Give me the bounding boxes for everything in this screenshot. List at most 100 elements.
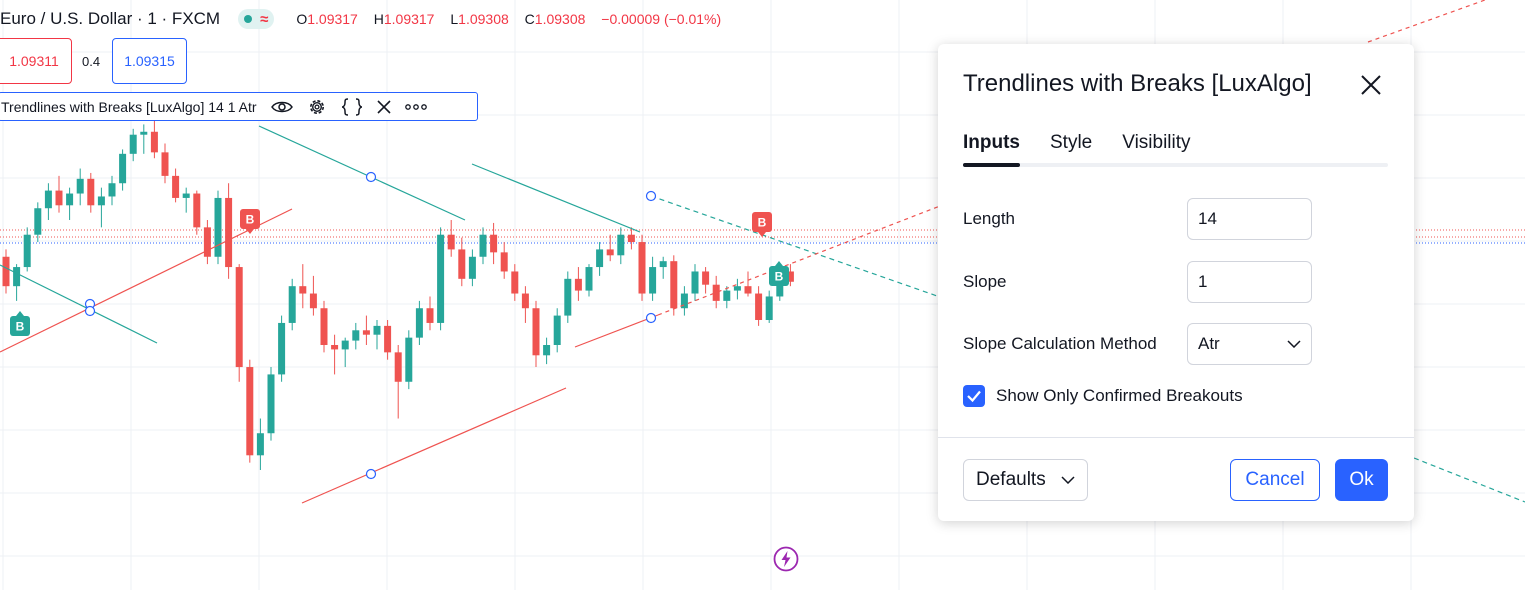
close-icon[interactable]: [1358, 72, 1384, 98]
indicator-settings-dialog: Trendlines with Breaks [LuxAlgo] Inputs …: [938, 44, 1414, 521]
candle: [564, 271, 572, 323]
close-icon[interactable]: [376, 99, 391, 114]
candle-body: [479, 234, 487, 257]
candle-body: [458, 249, 466, 279]
bearish-break-label: B: [752, 212, 772, 237]
candle-body: [182, 193, 190, 198]
candle-body: [150, 131, 158, 153]
chevron-down-icon: [1287, 340, 1301, 348]
bullish-break-label: B: [769, 261, 789, 286]
candle: [638, 234, 646, 301]
tab-underline-active: [963, 163, 1020, 167]
candle: [331, 334, 339, 375]
break-label-arrow: [775, 261, 783, 266]
bullish-break-label: B: [10, 311, 30, 336]
candle: [320, 300, 328, 353]
ohlc-close-key: C: [524, 11, 535, 27]
more-icon[interactable]: [404, 103, 427, 110]
wave-icon: ≈: [260, 10, 269, 28]
length-value: 14: [1198, 209, 1217, 228]
ok-button[interactable]: Ok: [1335, 459, 1388, 501]
defaults-dropdown[interactable]: Defaults: [963, 459, 1088, 501]
slope-method-select[interactable]: Atr: [1187, 323, 1312, 365]
candle-body: [702, 271, 710, 285]
candle: [606, 234, 614, 262]
candle-body: [76, 178, 84, 194]
indicator-label[interactable]: Trendlines with Breaks [LuxAlgo] 14 1 At…: [1, 98, 257, 115]
candle-body: [744, 286, 752, 294]
dialog-title: Trendlines with Breaks [LuxAlgo]: [963, 70, 1312, 97]
candle-body: [309, 293, 317, 309]
candle: [468, 249, 476, 287]
candle: [182, 187, 190, 213]
candle: [66, 187, 74, 220]
break-label-text: B: [758, 216, 767, 230]
break-label-text: B: [16, 320, 25, 334]
source-code-icon[interactable]: [341, 97, 363, 116]
break-label-box: [10, 316, 30, 336]
uptrend-projection: [657, 205, 941, 316]
candle-body: [119, 153, 127, 184]
lightning-icon[interactable]: [773, 546, 799, 572]
candle: [288, 278, 296, 331]
symbol-title[interactable]: Euro / U.S. Dollar · 1 · FXCM: [0, 9, 221, 28]
length-input[interactable]: 14: [1187, 198, 1312, 240]
confirmed-breakouts-checkbox[interactable]: [963, 385, 985, 407]
anchor-handle: [84, 305, 96, 317]
candle-body: [733, 286, 741, 291]
candle-body: [362, 330, 370, 335]
indicator-legend[interactable]: Trendlines with Breaks [LuxAlgo] 14 1 At…: [0, 92, 478, 121]
candle-body: [256, 433, 264, 456]
candle-body: [617, 234, 625, 256]
candle: [150, 120, 158, 159]
tab-underline-track: [963, 163, 1388, 167]
candle-body: [320, 308, 328, 345]
market-status-pill[interactable]: ≈: [238, 9, 275, 29]
candle-body: [691, 271, 699, 294]
candle: [34, 202, 42, 243]
candle: [352, 322, 360, 350]
candle: [23, 227, 31, 272]
candle: [521, 286, 529, 323]
cancel-button[interactable]: Cancel: [1230, 459, 1320, 501]
candle: [490, 222, 498, 265]
candle: [574, 267, 582, 301]
candle-body: [55, 190, 63, 206]
tab-inputs[interactable]: Inputs: [963, 132, 1020, 153]
candle: [119, 149, 127, 191]
candle-body: [585, 267, 593, 291]
break-label-box: [752, 212, 772, 232]
length-label: Length: [963, 209, 1015, 228]
ohlc-high-key: H: [373, 11, 384, 27]
downtrend-line: [258, 125, 466, 221]
symbol-header: Euro / U.S. Dollar · 1 · FXCM ≈ O1.09317…: [0, 8, 727, 30]
eye-icon[interactable]: [270, 100, 293, 114]
candle-body: [34, 208, 42, 235]
break-label-arrow: [758, 232, 766, 237]
candle-body: [129, 134, 137, 154]
candle: [203, 220, 211, 265]
candle: [299, 264, 307, 309]
candle: [108, 175, 116, 206]
downtrend-line: [471, 163, 641, 233]
candle-body: [426, 308, 434, 323]
candle-body: [606, 249, 614, 256]
candle: [97, 187, 105, 228]
slope-method-label: Slope Calculation Method: [963, 334, 1157, 353]
buy-price-button[interactable]: 1.09315: [112, 38, 187, 84]
candle-body: [405, 337, 413, 382]
anchor-handle: [365, 468, 377, 480]
downtrend-projection: [1413, 457, 1525, 503]
candle-body: [765, 296, 773, 320]
candle: [479, 227, 487, 265]
gear-icon[interactable]: [307, 97, 327, 117]
confirmed-breakouts-label[interactable]: Show Only Confirmed Breakouts: [996, 386, 1243, 405]
slope-input[interactable]: 1: [1187, 261, 1312, 303]
candle: [161, 143, 169, 184]
tab-style[interactable]: Style: [1050, 132, 1093, 153]
candle-body: [543, 345, 551, 356]
sell-price-button[interactable]: 1.09311: [0, 38, 72, 84]
candle-body: [415, 308, 423, 338]
tab-visibility[interactable]: Visibility: [1122, 132, 1191, 153]
candle: [426, 296, 434, 331]
